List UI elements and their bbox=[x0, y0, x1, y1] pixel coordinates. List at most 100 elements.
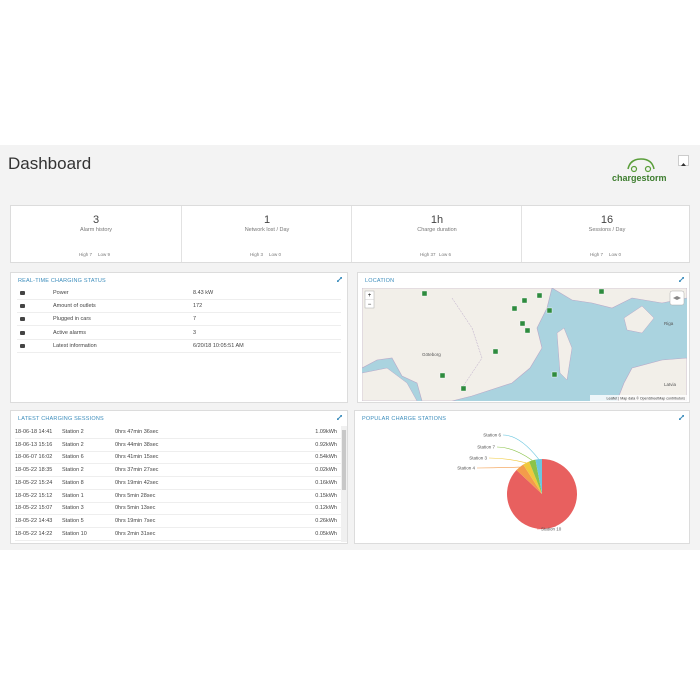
place-label: Latvia bbox=[664, 382, 677, 387]
status-row: Plugged in cars 7 bbox=[17, 313, 341, 327]
session-station: Station 2 bbox=[62, 441, 84, 448]
session-energy: 1.09kWh bbox=[315, 429, 337, 435]
session-date: 18-06-07 16:02 bbox=[15, 454, 53, 461]
kpi-low: Low 9 bbox=[98, 252, 111, 257]
panel-title: REAL-TIME CHARGING STATUS bbox=[18, 278, 106, 284]
kpi-high: High 7 bbox=[590, 252, 604, 257]
kpi-label: Network lost / Day bbox=[244, 227, 290, 233]
status-value: 3 bbox=[193, 329, 197, 336]
place-label: Riga bbox=[664, 321, 674, 326]
pie-slice bbox=[535, 459, 542, 494]
session-station: Station 8 bbox=[62, 479, 84, 486]
session-duration: 0hrs 19min 7sec bbox=[115, 517, 156, 524]
session-station: Station 1 bbox=[62, 492, 84, 499]
kpi-card: 1h Charge duration High 37 Low 6 bbox=[351, 206, 522, 262]
zoom-in[interactable]: + bbox=[368, 293, 372, 299]
zoom-out[interactable]: − bbox=[368, 302, 372, 308]
panel-title: LATEST CHARGING SESSIONS bbox=[18, 416, 104, 422]
session-energy: 0.12kWh bbox=[315, 505, 337, 512]
kpi-card: 3 Alarm history High 7 Low 9 bbox=[11, 206, 181, 262]
kpi-value: 1 bbox=[263, 214, 271, 226]
session-date: 18-05-22 15:12 bbox=[15, 492, 53, 499]
expand-icon[interactable] bbox=[337, 277, 342, 282]
slice-label: Station 6 bbox=[483, 433, 501, 438]
session-station: Station 3 bbox=[62, 505, 84, 512]
slice-label: Station 3 bbox=[469, 456, 487, 461]
expand-icon[interactable] bbox=[679, 277, 684, 282]
place-label: Göteborg bbox=[422, 352, 441, 357]
pie-slice bbox=[523, 461, 542, 494]
session-duration: 0hrs 5min 13sec bbox=[115, 505, 156, 512]
session-date: 18-05-22 14:43 bbox=[15, 517, 53, 524]
session-duration: 0hrs 5min 28sec bbox=[115, 492, 156, 499]
stations-panel: POPULAR CHARGE STATIONS Station 10 Statio… bbox=[354, 410, 690, 544]
session-date: 18-06-18 14:41 bbox=[15, 429, 53, 435]
status-label: Latest information bbox=[53, 342, 97, 349]
session-date: 18-05-22 18:35 bbox=[15, 467, 53, 474]
kpi-label: Alarm history bbox=[79, 227, 113, 233]
map[interactable]: + − Göteborg Riga Latvia Leaflet | Map d… bbox=[362, 288, 687, 401]
sessions-table: 18-06-18 14:41 Station 2 0hrs 47min 36sec 1… bbox=[11, 426, 341, 542]
session-date: 18-06-13 15:16 bbox=[15, 441, 53, 448]
session-energy: 0.15kWh bbox=[315, 492, 337, 499]
session-energy: 0.92kWh bbox=[315, 441, 337, 448]
status-value: 8.43 kW bbox=[193, 290, 214, 296]
row-icon bbox=[20, 291, 25, 295]
pie-slice bbox=[516, 464, 542, 494]
panel-title: LOCATION bbox=[365, 278, 395, 284]
session-energy: 0.05kWh bbox=[315, 530, 337, 537]
session-row: 18-06-07 16:02 Station 6 0hrs 41min 15sec 0… bbox=[15, 451, 341, 465]
session-row: 18-05-22 18:35 Station 2 0hrs 37min 27sec 0… bbox=[15, 464, 341, 478]
status-panel: REAL-TIME CHARGING STATUS Power 8.43 kW Am… bbox=[10, 272, 348, 403]
leader-line bbox=[496, 446, 533, 461]
slice-label: Station 10 bbox=[541, 527, 562, 532]
session-station: Station 2 bbox=[62, 429, 84, 435]
expand-icon[interactable] bbox=[337, 415, 342, 420]
pie-chart: Station 10 Station 4 Station 3 Station 7 Sta… bbox=[457, 433, 577, 532]
session-row: 18-05-22 14:43 Station 5 0hrs 19min 7sec 0.… bbox=[15, 515, 341, 528]
status-row: Active alarms 3 bbox=[17, 327, 341, 340]
leader-line bbox=[502, 434, 539, 460]
session-duration: 0hrs 19min 42sec bbox=[115, 479, 159, 486]
kpi-value: 1h bbox=[430, 214, 444, 226]
menu-button[interactable] bbox=[678, 155, 689, 166]
page-title: Dashboard bbox=[8, 154, 92, 173]
status-value: 7 bbox=[193, 316, 197, 323]
status-value: 172 bbox=[193, 303, 203, 310]
kpi-high: High 3 bbox=[250, 252, 264, 257]
status-label: Amount of outlets bbox=[53, 303, 96, 310]
session-energy: 0.16kWh bbox=[315, 479, 337, 486]
pie-slice bbox=[529, 459, 542, 494]
session-date: 18-05-22 15:07 bbox=[15, 505, 53, 512]
slice-label: Station 7 bbox=[477, 445, 495, 450]
leader-line bbox=[488, 457, 527, 464]
kpi-value: 3 bbox=[92, 214, 100, 226]
location-panel: LOCATION + − Göteborg Riga bbox=[357, 272, 690, 403]
session-station: Station 2 bbox=[62, 467, 84, 474]
session-station: Station 5 bbox=[62, 517, 84, 524]
status-label: Plugged in cars bbox=[53, 316, 91, 323]
scrollbar[interactable] bbox=[341, 426, 347, 542]
row-icon bbox=[20, 317, 25, 322]
map-attribution: Leaflet | Map data © OpenStreetMap contr… bbox=[607, 397, 686, 401]
status-table: Power 8.43 kW Amount of outlets 172 Plugged … bbox=[11, 287, 349, 397]
session-energy: 0.02kWh bbox=[315, 467, 337, 474]
row-icon bbox=[20, 343, 25, 348]
session-station: Station 6 bbox=[62, 454, 84, 461]
session-energy: 0.54kWh bbox=[315, 454, 337, 461]
session-date: 18-05-22 14:22 bbox=[15, 530, 53, 537]
dashboard: Dashboard chargestorm 3 Alarm history High… bbox=[0, 145, 700, 550]
status-row: Amount of outlets 172 bbox=[17, 300, 341, 314]
kpi-high: High 37 bbox=[420, 252, 436, 257]
kpi-low: Low 6 bbox=[439, 252, 452, 257]
session-station: Station 10 bbox=[62, 530, 87, 537]
session-row: 18-05-22 15:07 Station 3 0hrs 5min 13sec 0.… bbox=[15, 502, 341, 516]
session-row: 18-06-18 14:41 Station 2 0hrs 47min 36sec 1… bbox=[15, 426, 341, 439]
status-row: Power 8.43 kW bbox=[17, 287, 341, 300]
kpi-card: 16 Sessions / Day High 7 Low 0 bbox=[521, 206, 692, 262]
expand-icon[interactable] bbox=[679, 415, 684, 420]
panel-title: POPULAR CHARGE STATIONS bbox=[362, 416, 447, 422]
session-duration: 0hrs 47min 36sec bbox=[115, 429, 159, 435]
scroll-thumb[interactable] bbox=[342, 430, 346, 490]
